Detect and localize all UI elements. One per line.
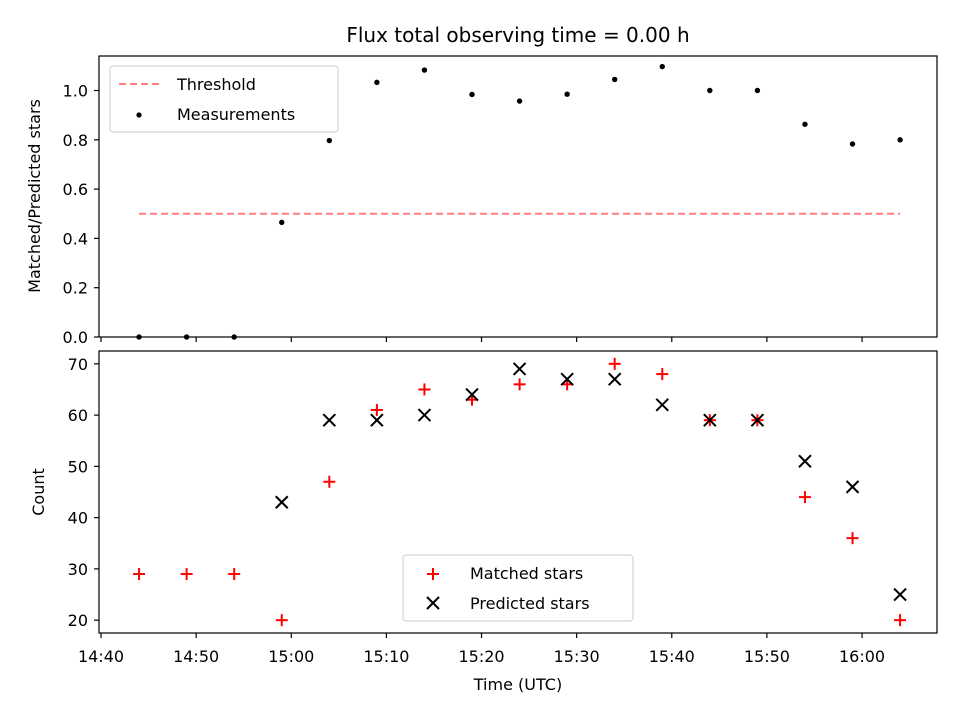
predicted-star-point [512, 362, 527, 376]
matched-star-point [133, 568, 146, 581]
x-axis-label: Time (UTC) [473, 675, 562, 694]
top-y-tick-label: 0.2 [63, 279, 88, 298]
x-tick-label: 14:40 [78, 647, 124, 666]
measurement-point [802, 121, 808, 127]
top-y-tick-label: 0.4 [63, 229, 88, 248]
measurement-point [469, 91, 475, 98]
predicted-star-point [465, 387, 479, 402]
x-tick-label: 14:50 [173, 647, 219, 666]
measurement-point [326, 137, 333, 144]
matched-star-point [513, 378, 526, 391]
measurement-point [564, 91, 570, 97]
bottom-y-tick-label: 50 [68, 457, 88, 476]
measurement-point [421, 67, 428, 73]
measurement-point [612, 76, 618, 83]
legend-measurements-label: Measurements [177, 105, 295, 124]
top-plot-frame [98, 55, 938, 338]
legend-matched-marker [427, 568, 439, 580]
x-tick-label: 15:40 [649, 647, 695, 666]
bottom-legend: Matched stars Predicted stars [402, 554, 634, 622]
bottom-y-tick-label: 60 [68, 406, 88, 425]
matched-star-point [228, 568, 241, 581]
top-legend-box [109, 65, 339, 133]
predicted-star-point [370, 413, 384, 427]
legend-matched-label: Matched stars [470, 564, 583, 583]
top-y-tick-label: 1.0 [63, 82, 88, 101]
top-legend: Threshold Measurements [109, 65, 339, 133]
bottom-plot-frame [98, 350, 938, 634]
matched-star-point [656, 368, 669, 381]
predicted-star-point [893, 587, 907, 602]
top-panel: Flux total observing time = 0.00 h Match… [25, 23, 938, 347]
predicted-star-point [703, 413, 717, 427]
bottom-y-tick-label: 30 [68, 560, 88, 579]
matched-star-point [323, 475, 336, 488]
x-tick-label: 15:10 [363, 647, 409, 666]
x-tick-label: 16:00 [839, 647, 885, 666]
legend-threshold-label: Threshold [176, 75, 256, 94]
top-y-tick-label: 0.6 [63, 180, 88, 199]
predicted-star-point [750, 413, 765, 427]
measurement-point [707, 87, 713, 94]
x-tick-label: 15:20 [458, 647, 504, 666]
predicted-star-point [798, 454, 812, 468]
predicted-star-point [275, 495, 289, 509]
measurement-point [374, 79, 380, 86]
predicted-star-point [560, 372, 574, 386]
top-y-tick-label: 0.8 [63, 131, 88, 150]
top-y-axis-label: Matched/Predicted stars [25, 99, 44, 293]
matched-star-point [846, 532, 859, 545]
legend-predicted-label: Predicted stars [470, 594, 590, 613]
measurement-point [279, 219, 285, 226]
matched-star-point [418, 383, 431, 396]
top-y-tick-label: 0.0 [63, 328, 88, 347]
legend-predicted-marker [426, 596, 440, 610]
matched-star-point [275, 614, 288, 627]
x-tick-label: 15:50 [744, 647, 790, 666]
bottom-y-tick-label: 20 [68, 611, 88, 630]
legend-measurements-marker [136, 112, 142, 118]
measurement-point [754, 87, 761, 94]
predicted-star-point [655, 398, 669, 412]
predicted-star-point [845, 480, 860, 494]
measurement-point [659, 63, 665, 70]
bottom-y-tick-label: 70 [68, 355, 88, 374]
bottom-y-tick-label: 40 [68, 509, 88, 528]
x-tick-label: 15:00 [268, 647, 314, 666]
bottom-legend-box [402, 554, 634, 622]
matched-star-point [608, 357, 621, 370]
measurement-point [849, 141, 856, 147]
x-tick-label: 15:30 [554, 647, 600, 666]
chart-title: Flux total observing time = 0.00 h [346, 23, 689, 47]
matched-star-point [894, 614, 907, 627]
bottom-y-axis-label: Count [29, 468, 48, 516]
predicted-star-point [322, 413, 337, 427]
predicted-star-point [607, 372, 622, 386]
measurement-point [516, 98, 523, 104]
matched-star-point [180, 568, 193, 581]
matched-star-point [370, 403, 383, 416]
predicted-star-point [417, 408, 432, 422]
measurement-point [897, 137, 903, 143]
matched-star-point [798, 491, 811, 504]
bottom-panel: Count Time (UTC) 20 30 40 50 60 70 14:40 14:50 1… [29, 350, 938, 694]
